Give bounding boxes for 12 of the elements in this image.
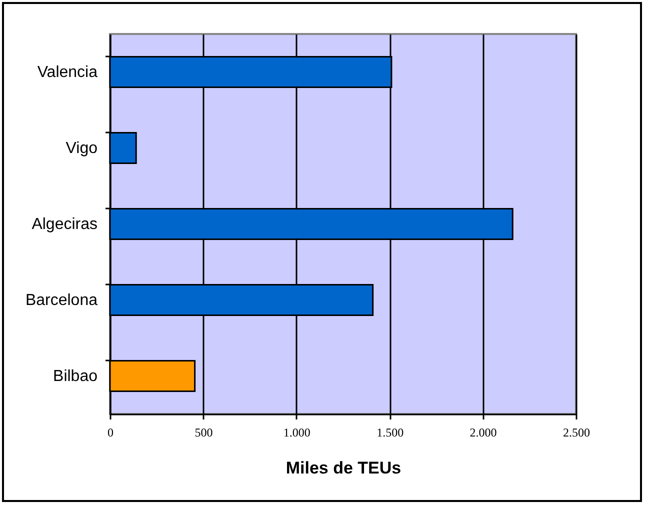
x-tick-label: 500 (194, 426, 213, 440)
x-tick-label: 2.000 (470, 426, 497, 440)
x-tick-label: 1.000 (283, 426, 310, 440)
y-tick-label: Vigo (66, 140, 98, 157)
y-tick-label: Valencia (37, 64, 98, 81)
y-tick-label: Barcelona (25, 292, 98, 309)
x-tick-label: 1.500 (376, 426, 404, 440)
x-tick-label: 0 (108, 426, 114, 440)
x-tick-label: 2.500 (563, 426, 590, 440)
y-tick-label: Bilbao (53, 368, 98, 385)
x-axis-title: Miles de TEUs (286, 458, 402, 478)
y-tick-label: Algeciras (32, 216, 98, 233)
